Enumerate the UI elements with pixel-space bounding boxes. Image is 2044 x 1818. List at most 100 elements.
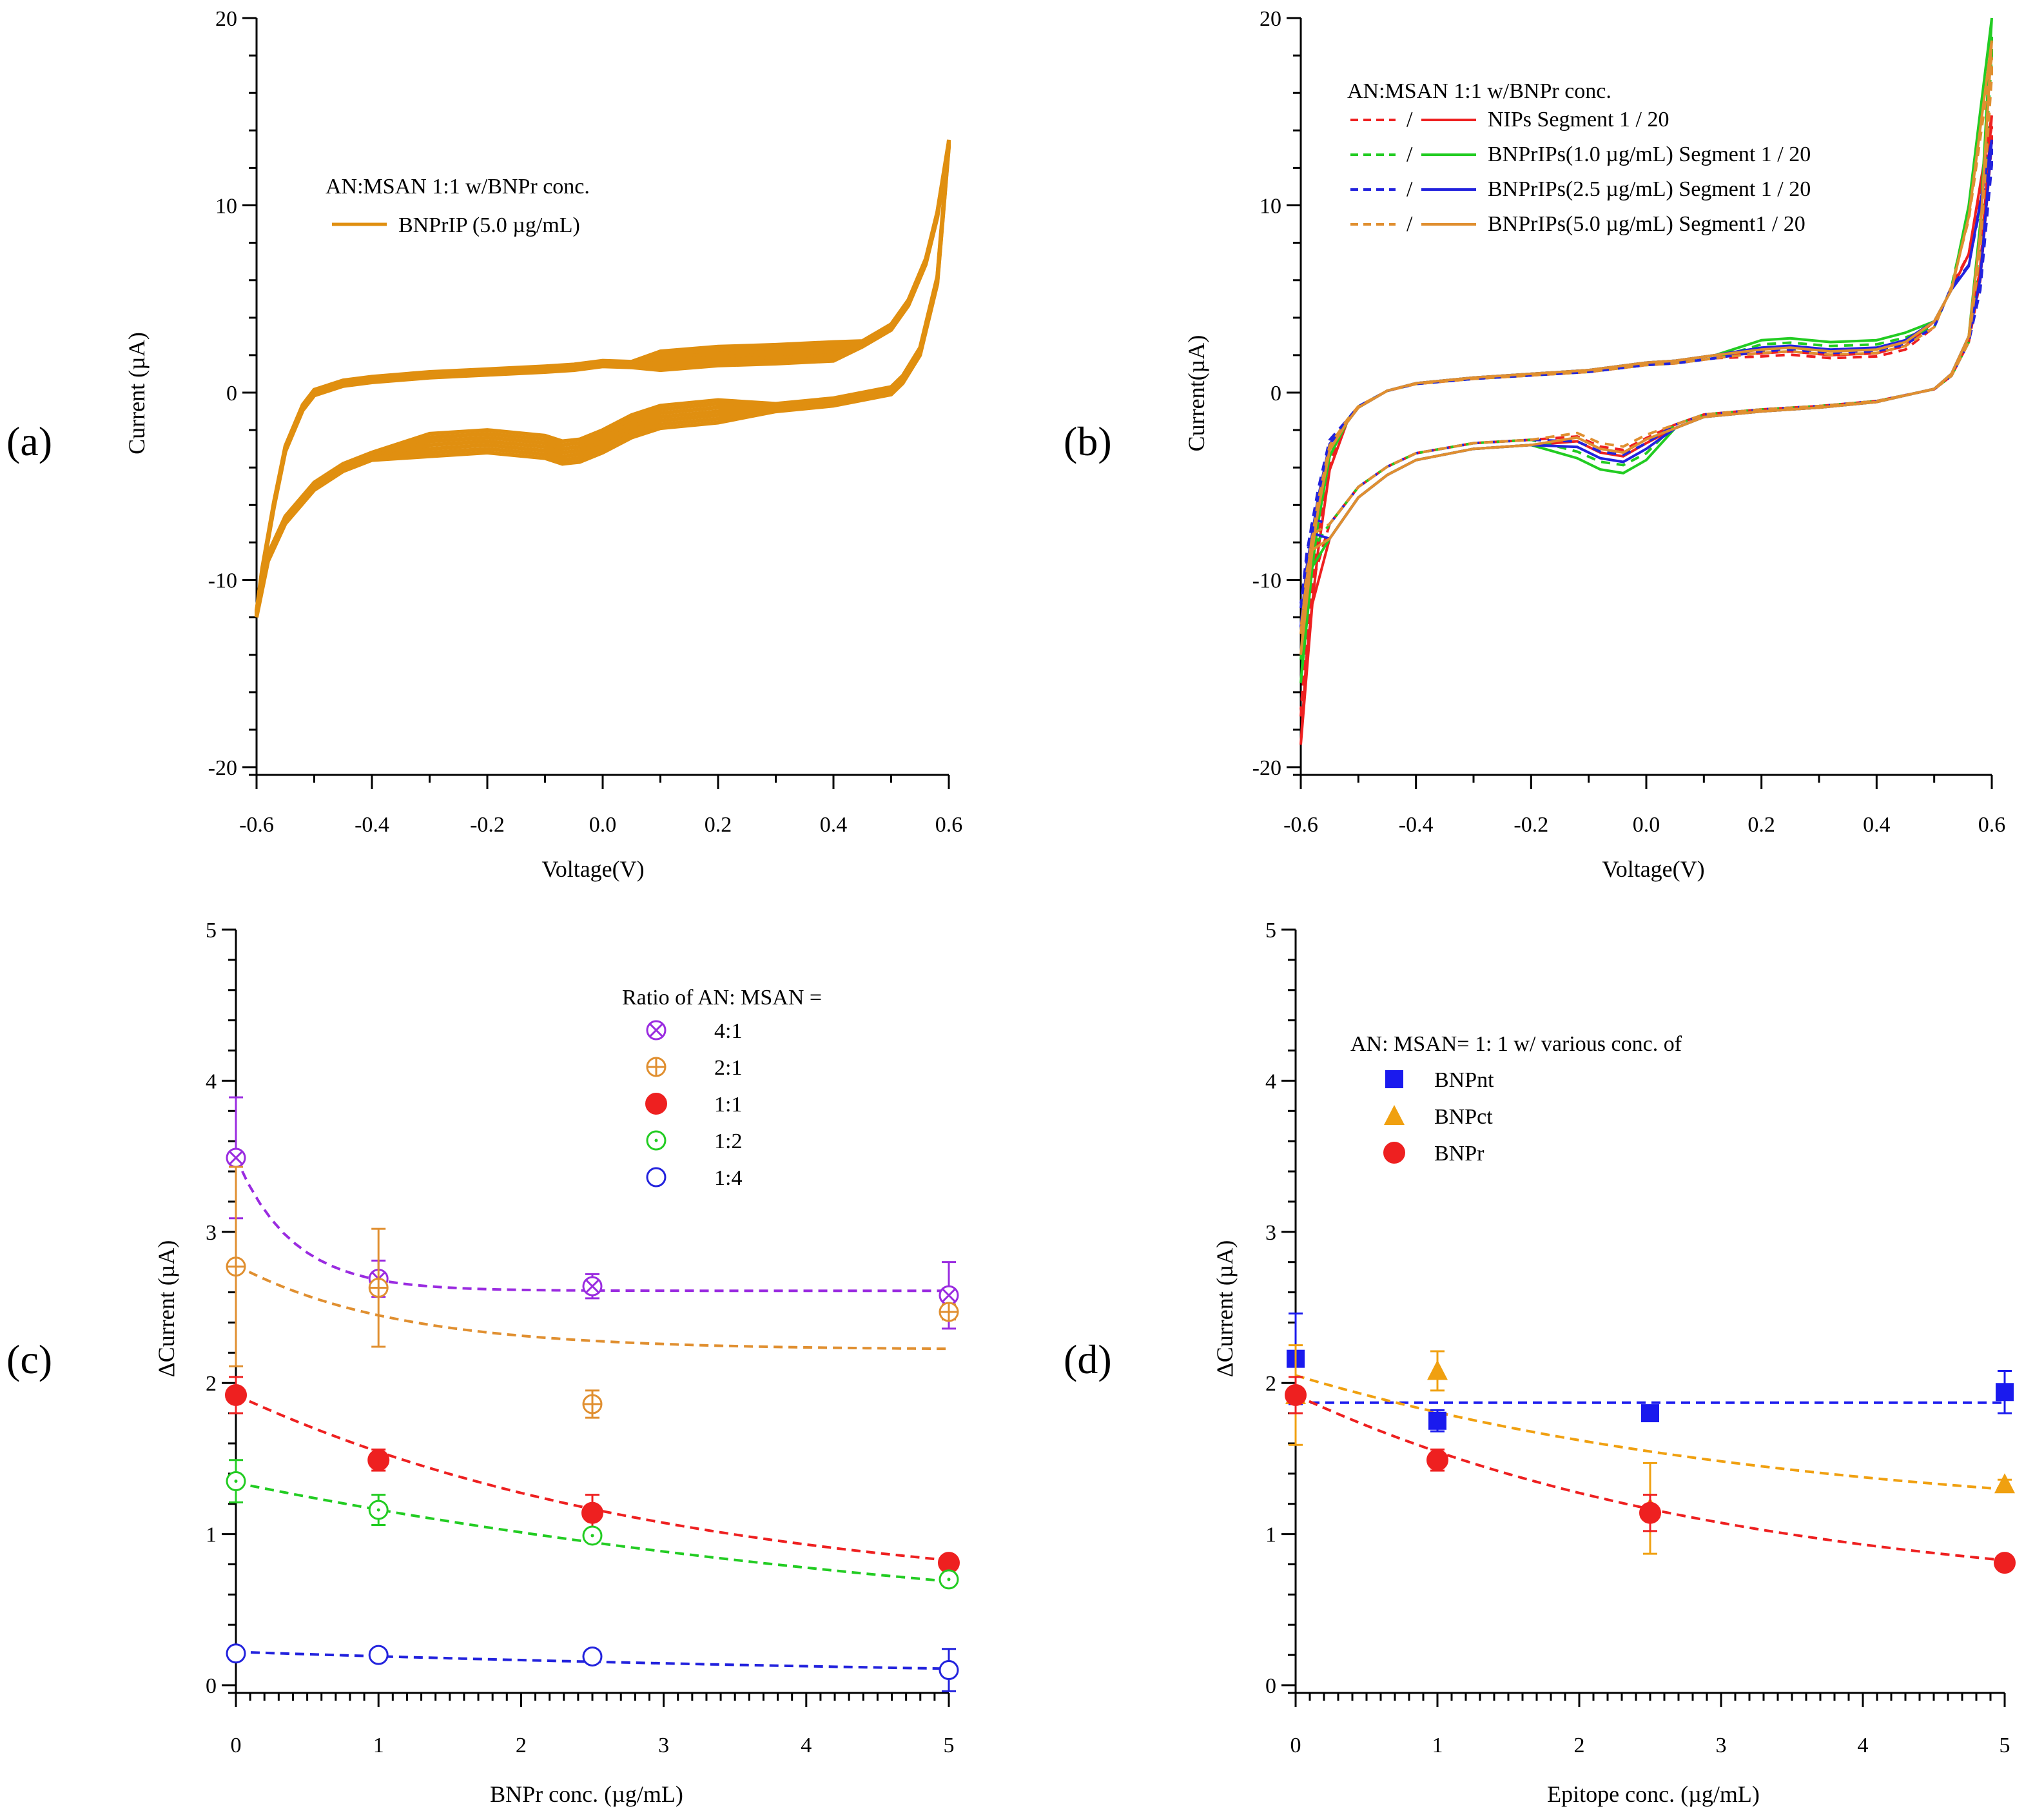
- panel-c-legend-label-4-1: 4:1: [714, 1019, 742, 1043]
- panel-c-y-axis-label: ΔCurrent (µA): [153, 1240, 179, 1378]
- panel-c-point-4-1-x2: [942, 1288, 956, 1303]
- panel-c-legend-marker-1-2: [646, 1130, 667, 1151]
- panel-d-x-tick-label: 2: [1574, 1734, 1585, 1757]
- panel-c-y-tick-label: 0: [206, 1674, 217, 1698]
- panel-c-legend-marker-4-1-x2: [649, 1023, 663, 1037]
- panel-c-point-1-2: [226, 1471, 246, 1492]
- panel-c-point-2-1: [368, 1278, 389, 1298]
- panel-c-point-4-1: [582, 1276, 603, 1296]
- panel-c-point-1-2-dot: [947, 1578, 951, 1581]
- panel-d-point-bnpnt: [1996, 1383, 2014, 1402]
- panel-b-label: (b): [1064, 418, 1112, 464]
- panel-b-x-tick-label: -0.2: [1514, 813, 1548, 837]
- panel-c-point-2-1: [226, 1256, 246, 1277]
- panel-c-point-1-2-dot: [590, 1534, 594, 1538]
- panel-c-x-tick-label: 3: [658, 1734, 669, 1757]
- panel-b-legend-label-bnprips-2-5-g-ml-segment-1-20: BNPrIPs(2.5 µg/mL) Segment 1 / 20: [1488, 177, 1811, 201]
- panel-c-point-1-4-ring: [226, 1643, 246, 1664]
- panel-d-point-bnpr: [1426, 1449, 1448, 1471]
- panel-c-point-2-1: [939, 1302, 959, 1322]
- panel-c-point-2-1: [582, 1394, 603, 1414]
- panel-b-x-tick-label: -0.6: [1283, 813, 1318, 837]
- panel-b-legend-separator: /: [1406, 142, 1413, 166]
- panel-c-point-1-4: [226, 1643, 246, 1664]
- panel-b-x-axis-label: Voltage(V): [1602, 856, 1704, 882]
- panel-c-legend-marker-2-1: [646, 1057, 667, 1077]
- panel-c-x-tick-label: 1: [373, 1734, 384, 1757]
- panel-b-x-tick-label: 0.0: [1633, 813, 1660, 837]
- panel-a-axes: -0.6 -0.4 -0.2 0.0 0.2 0.4 0.6 -20 -10 0 10 20: [208, 7, 963, 837]
- panel-c-point-1-4-ring: [939, 1660, 959, 1681]
- panel-b-legend-label-bnprips-5-0-g-ml-segment1-20: BNPrIPs(5.0 µg/mL) Segment1 / 20: [1488, 212, 1806, 236]
- panel-a-cathodic-trace: [255, 139, 951, 611]
- panel-c-legend-label-1-1: 1:1: [714, 1093, 742, 1117]
- panel-a-x-tick-label: -0.2: [470, 813, 505, 837]
- panel-d-legend: AN: MSAN= 1: 1 w/ various conc. of BNPnt…: [1350, 1032, 1682, 1166]
- panel-d-x-axis-label: Epitope conc. (µg/mL): [1547, 1781, 1760, 1807]
- panel-c-point-1-1: [225, 1383, 247, 1406]
- panel-c-y-tick-label: 4: [206, 1070, 217, 1093]
- panel-c-legend-marker-1-1: [645, 1093, 667, 1115]
- panel-c-y-tick-label: 5: [206, 919, 217, 943]
- panel-b-y-tick-label: -20: [1252, 756, 1281, 780]
- panel-c-legend-title: Ratio of AN: MSAN =: [622, 986, 822, 1010]
- panel-d-point-bnpct: [1427, 1360, 1448, 1380]
- panel-d-legend-marker-bnpnt: [1385, 1070, 1403, 1088]
- panel-b-segment20-trace-bnprips-5-0-g-ml-segment1-20: [1299, 40, 1993, 655]
- panel-d-x-tick-label: 3: [1716, 1734, 1727, 1757]
- panel-c-scatter-plot: (c) 0 1 2 3 4 5 0 1 2 3 4 5 BNPr conc. (µg/mL) ΔCur…: [6, 919, 960, 1807]
- panel-a-x-tick-label: 0.4: [820, 813, 848, 837]
- panel-c-point-1-2-dot: [234, 1480, 238, 1483]
- panel-a-legend: AN:MSAN 1:1 w/BNPr conc. BNPrIP (5.0 µg/…: [326, 175, 590, 237]
- panel-c-x-tick-label: 4: [801, 1734, 812, 1757]
- panel-c-fit-line-2-1: [235, 1264, 949, 1351]
- panel-a-y-tick-label: -10: [208, 569, 237, 593]
- panel-b-legend-separator: /: [1406, 212, 1413, 236]
- panel-d-label: (d): [1064, 1336, 1112, 1382]
- panel-c-x-tick-label: 0: [231, 1734, 242, 1757]
- panel-c-point-1-1: [367, 1449, 390, 1471]
- panel-c-point-1-2: [582, 1525, 603, 1546]
- panel-a-plot-area: [255, 139, 951, 618]
- panel-c-legend-marker-1-2-dot: [654, 1139, 658, 1142]
- panel-d-legend-label-bnpnt: BNPnt: [1434, 1068, 1494, 1092]
- panel-c-legend: Ratio of AN: MSAN = 4:1 2:1 1:1 1:2 1:4: [622, 986, 822, 1190]
- panel-d-y-tick-label: 0: [1265, 1674, 1276, 1698]
- panel-c-y-tick-label: 3: [206, 1221, 217, 1245]
- panel-d-legend-marker-bnpr: [1383, 1142, 1405, 1164]
- panel-a-x-tick-label: 0.6: [935, 813, 963, 837]
- panel-d-y-tick-label: 5: [1265, 919, 1276, 943]
- panel-c-legend-label-2-1: 2:1: [714, 1056, 742, 1080]
- panel-b-x-tick-label: -0.4: [1399, 813, 1434, 837]
- panel-b-axes: -0.6 -0.4 -0.2 0.0 0.2 0.4 0.6 -20 -10 0 10 20: [1252, 7, 2006, 837]
- panel-b-y-tick-label: 0: [1270, 382, 1281, 406]
- panel-c-point-1-2: [368, 1500, 389, 1520]
- panel-d-x-tick-label: 4: [1858, 1734, 1869, 1757]
- panel-a-cathodic-trace: [255, 141, 951, 612]
- panel-c-point-4-1-x2: [585, 1279, 599, 1294]
- panel-a-y-tick-label: 0: [226, 382, 237, 406]
- panel-b-y-tick-label: 20: [1260, 7, 1281, 31]
- panel-a-y-tick-label: -20: [208, 756, 237, 780]
- panel-d-point-bnpr: [1639, 1501, 1661, 1524]
- panel-a-x-tick-label: 0.2: [705, 813, 732, 837]
- panel-b-legend-title: AN:MSAN 1:1 w/BNPr conc.: [1347, 79, 1611, 103]
- panel-c-plot-area: [225, 1096, 960, 1692]
- panel-d-point-bnpr: [1285, 1383, 1307, 1406]
- panel-a-anodic-trace: [255, 140, 951, 611]
- panel-c-point-1-4: [368, 1645, 389, 1665]
- panel-b-y-tick-label: -10: [1252, 569, 1281, 593]
- panel-b-x-tick-label: 0.2: [1747, 813, 1775, 837]
- panel-b-y-tick-label: 10: [1260, 195, 1281, 219]
- panel-b-legend-separator: /: [1406, 177, 1413, 201]
- panel-d-plot-area: [1285, 1312, 2016, 1574]
- panel-a-label: (a): [6, 418, 52, 464]
- panel-d-point-bnpr: [1994, 1552, 2016, 1574]
- panel-c-legend-marker-1-4: [646, 1167, 667, 1188]
- panel-c-legend-label-1-4: 1:4: [714, 1166, 742, 1190]
- panel-c-point-4-1: [939, 1285, 959, 1305]
- panel-b-x-tick-label: 0.4: [1863, 813, 1891, 837]
- panel-d-y-axis-label: ΔCurrent (µA): [1212, 1240, 1238, 1378]
- panel-d-x-tick-label: 0: [1290, 1734, 1301, 1757]
